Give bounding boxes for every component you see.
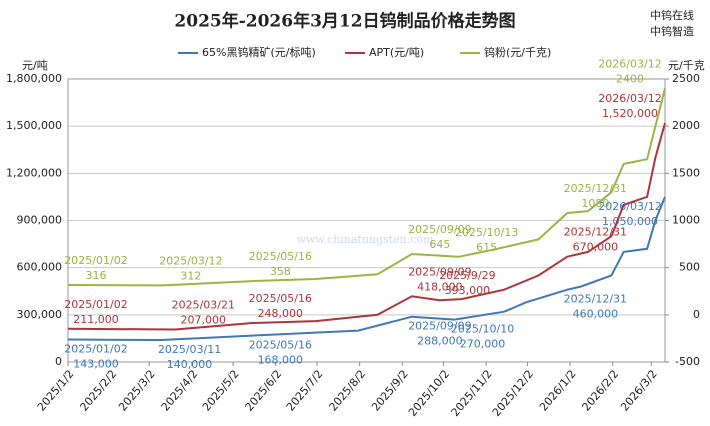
series-line — [67, 196, 666, 342]
annotation-date: 2025/05/16 — [249, 292, 312, 305]
data-annotation: 2025/12/31 670,000 — [564, 226, 627, 254]
y-tick-label: 600,000 — [17, 261, 63, 274]
annotation-date: 2025/09/09 — [408, 320, 471, 333]
data-annotation: 2025/05/16 358 — [249, 250, 312, 278]
y2-tick-label: -500 — [675, 355, 700, 368]
annotation-value: 248,000 — [258, 307, 304, 320]
annotation-date: 2025/09/09 — [408, 265, 471, 278]
annotation-date: 2025/10/10 — [451, 323, 514, 336]
annotation-value: 418,000 — [417, 280, 463, 293]
annotation-value: 312 — [180, 269, 201, 282]
data-annotation: 2025/09/09 645 — [408, 223, 471, 251]
y2-tick-label: 0 — [693, 308, 700, 321]
data-annotation: 2025/03/12 312 — [159, 254, 222, 282]
brand: 中钨智造 — [650, 24, 694, 38]
annotation-value: 670,000 — [573, 241, 619, 254]
annotation-date: 2025/05/16 — [249, 339, 312, 352]
data-annotation: 2025/05/16 248,000 — [249, 292, 312, 320]
annotation-value: 211,000 — [73, 313, 119, 326]
annotation-date: 2025/03/21 — [172, 298, 235, 311]
plot-frame — [67, 78, 666, 363]
data-annotation: 2025/09/09 288,000 — [408, 320, 471, 348]
annotation-value: 288,000 — [417, 335, 463, 348]
series-line — [67, 122, 666, 331]
data-annotation: 2025/03/11 140,000 — [158, 343, 221, 371]
annotation-date: 2025/12/31 — [564, 182, 627, 195]
y2-tick-label: 2000 — [672, 119, 700, 132]
y2-axis-label: 元/千克 — [668, 59, 705, 72]
legend-label: 65%黑钨精矿(元/标吨) — [202, 45, 316, 59]
data-annotation: 2025/03/21 207,000 — [172, 298, 235, 326]
annotation-value: 358 — [270, 265, 291, 278]
annotation-date: 2025/12/31 — [564, 293, 627, 306]
annotation-value: 393,000 — [445, 284, 491, 297]
y-tick-label: 1,200,000 — [6, 166, 62, 179]
y-tick-label: 0 — [55, 355, 62, 368]
y-tick-label: 900,000 — [17, 214, 63, 227]
y2-tick-label: 500 — [679, 261, 700, 274]
chart-title: 2025年-2026年3月12日钨制品价格走势图 — [174, 11, 515, 32]
data-annotation: 2025/12/31 1080 — [564, 182, 627, 210]
annotation-date: 2025/01/02 — [64, 254, 127, 267]
data-annotation: 2025/01/02 316 — [64, 254, 127, 282]
annotation-date: 2025/03/12 — [159, 254, 222, 267]
annotation-date: 2025/9/29 — [439, 269, 495, 282]
annotation-value: 1,520,000 — [602, 107, 658, 120]
annotation-value: 615 — [476, 241, 497, 254]
annotation-date: 2025/01/02 — [64, 298, 127, 311]
annotation-date: 2026/03/12 — [598, 57, 661, 70]
annotation-value: 143,000 — [73, 358, 119, 371]
data-annotation: 2025/10/10 270,000 — [451, 323, 514, 351]
annotation-value: 168,000 — [258, 354, 304, 367]
annotation-value: 140,000 — [167, 358, 213, 371]
annotation-date: 2025/12/31 — [564, 226, 627, 239]
data-annotation: 2025/09/09 418,000 — [408, 265, 471, 293]
annotation-value: 316 — [86, 269, 107, 282]
annotation-value: 270,000 — [460, 338, 506, 351]
y-tick-label: 1,800,000 — [6, 72, 62, 85]
brand: 中钨在线 — [650, 8, 694, 22]
annotation-value: 207,000 — [181, 313, 227, 326]
series-line — [67, 88, 666, 287]
data-annotation: 2026/03/12 2400 — [598, 57, 661, 85]
data-annotation: 2025/05/16 168,000 — [249, 339, 312, 367]
y2-tick-label: 1500 — [672, 166, 700, 179]
data-annotation: 2025/12/31 460,000 — [564, 293, 627, 321]
y-tick-label: 1,500,000 — [6, 119, 62, 132]
annotation-value: 2400 — [616, 72, 644, 85]
data-annotation: 2025/01/02 143,000 — [64, 343, 127, 371]
annotation-value: 645 — [429, 238, 450, 251]
data-annotation: 2025/10/13 615 — [455, 226, 518, 254]
y2-tick-label: 1000 — [672, 214, 700, 227]
annotation-date: 2025/09/09 — [408, 223, 471, 236]
y2-tick-label: 2500 — [672, 72, 700, 85]
y-tick-label: 300,000 — [17, 308, 63, 321]
data-annotation: 2026/03/12 1,520,000 — [598, 92, 661, 120]
annotation-date: 2025/10/13 — [455, 226, 518, 239]
annotation-date: 2025/03/11 — [158, 343, 221, 356]
annotation-date: 2026/03/12 — [598, 200, 661, 213]
annotation-date: 2026/03/12 — [598, 92, 661, 105]
watermark: www.chinatungsten.com — [297, 233, 434, 246]
legend-label: APT(元/吨) — [369, 46, 424, 59]
annotation-date: 2025/01/02 — [64, 343, 127, 356]
legend-label: 钨粉(元/千克) — [484, 46, 551, 59]
y-axis-label: 元/吨 — [22, 59, 48, 72]
annotation-value: 460,000 — [573, 308, 619, 321]
data-annotation: 2025/9/29 393,000 — [439, 269, 495, 297]
data-annotation: 2025/01/02 211,000 — [64, 298, 127, 326]
annotation-value: 1080 — [581, 197, 609, 210]
annotation-date: 2025/05/16 — [249, 250, 312, 263]
